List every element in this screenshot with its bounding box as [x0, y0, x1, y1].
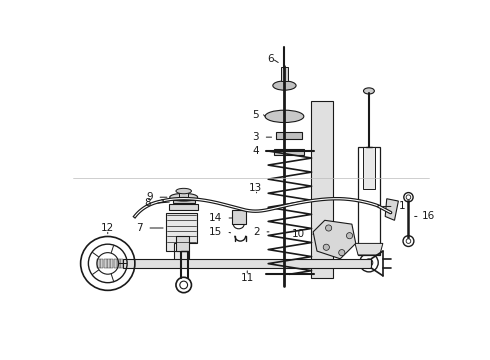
Bar [107, 259, 110, 268]
Bar [176, 236, 189, 251]
Text: 1: 1 [398, 202, 405, 211]
Text: 11: 11 [241, 273, 254, 283]
Bar [358, 147, 380, 255]
Bar [103, 259, 107, 268]
Bar [100, 259, 103, 268]
Ellipse shape [176, 188, 192, 194]
Text: 6: 6 [267, 54, 274, 64]
Bar [169, 204, 198, 210]
Polygon shape [166, 213, 197, 263]
Circle shape [323, 244, 329, 250]
Bar [311, 101, 333, 278]
Polygon shape [355, 243, 383, 255]
Ellipse shape [364, 88, 374, 94]
Polygon shape [385, 199, 398, 220]
Circle shape [339, 249, 345, 256]
Text: 14: 14 [208, 213, 221, 223]
Ellipse shape [170, 193, 197, 201]
Text: 4: 4 [252, 146, 259, 156]
Bar [117, 259, 120, 268]
Bar [276, 132, 302, 139]
Circle shape [325, 225, 332, 231]
Bar [110, 259, 113, 268]
Circle shape [346, 233, 353, 239]
Bar [120, 259, 123, 268]
Text: 9: 9 [146, 192, 153, 202]
Ellipse shape [265, 110, 304, 122]
Polygon shape [313, 220, 356, 259]
Bar [232, 210, 245, 224]
Bar [123, 259, 371, 268]
Text: 12: 12 [101, 223, 114, 233]
Bar [114, 259, 117, 268]
Bar [274, 149, 304, 155]
Bar [363, 147, 375, 189]
Text: 2: 2 [253, 227, 260, 237]
Bar [179, 191, 188, 200]
Text: 7: 7 [136, 223, 143, 233]
Text: 3: 3 [252, 132, 259, 142]
Text: 8: 8 [144, 198, 150, 208]
Bar [97, 259, 100, 268]
Bar [173, 199, 195, 203]
Bar [281, 67, 288, 81]
Text: 13: 13 [248, 183, 262, 193]
Text: 5: 5 [252, 110, 259, 120]
Text: 15: 15 [208, 227, 221, 237]
Ellipse shape [273, 81, 296, 90]
Text: 16: 16 [421, 211, 435, 221]
Text: 10: 10 [292, 229, 305, 239]
